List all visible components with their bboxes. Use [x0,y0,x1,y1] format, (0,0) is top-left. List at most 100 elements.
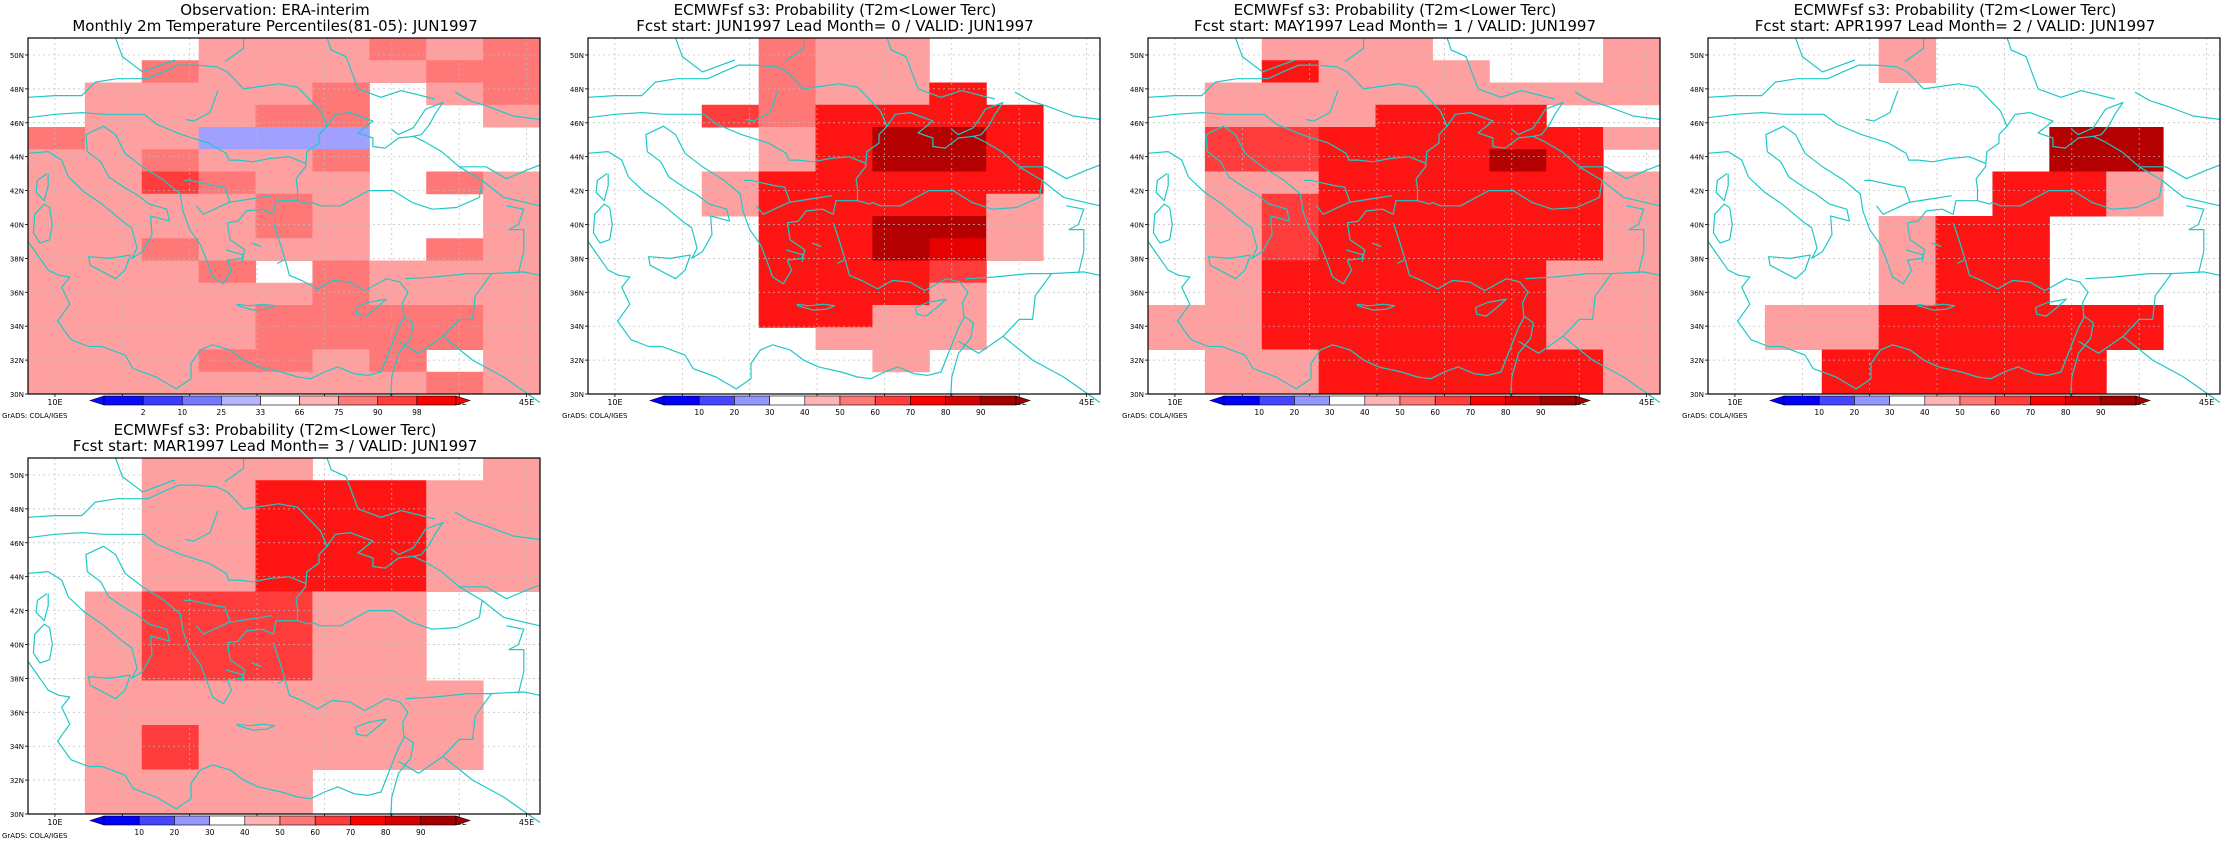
map-cell [1878,38,1937,61]
map-cell [255,547,313,570]
map-cell [255,658,313,681]
map-cell [141,327,200,350]
colorbar-swatch [1540,395,1577,406]
lat-tick-label: 42N [1130,188,1144,196]
map-cell [986,149,1044,172]
map-cell [986,104,1044,128]
map-cell [84,104,143,128]
coastline [1875,195,1952,215]
coastline [587,125,1040,285]
map-cell [1204,216,1263,239]
lat-tick-label: 46N [1690,120,1704,128]
coastline [949,337,972,403]
coastline [481,599,541,627]
map-cell [198,216,257,239]
lat-tick-label: 46N [10,120,24,128]
map-cell [483,216,541,239]
map-cell [1204,349,1263,373]
map-cell [28,149,86,172]
coastline [1938,222,2089,380]
map-cell [1546,371,1604,395]
grads-credit: GrADS: COLA/IGES [1682,412,1748,420]
coastline [1715,173,1729,202]
map-cell [758,127,817,150]
coastline [744,179,791,203]
map-cell [815,282,873,306]
map-cell [141,547,200,570]
map-cell [198,702,257,726]
map-cell [1992,305,2050,328]
panel-title-line1: ECMWFsf s3: Probability (T2m<Lower Terc) [113,421,437,439]
colorbar-swatch [1294,395,1330,406]
colorbar-swatch [181,395,222,406]
map-cell [483,305,541,328]
map-cell [255,791,313,815]
lat-tick-label: 50N [1130,52,1144,60]
map-cell [815,104,873,128]
map-cell [1489,282,1547,306]
map-cell [1935,327,1993,350]
colorbar-swatch [2065,395,2102,406]
map-cell [1204,127,1263,150]
coastline [1905,249,1925,262]
map-cell [198,725,257,748]
map-cell [369,725,427,748]
map-panel-m0: ECMWFsf s3: Probability (T2m<Lower Terc)… [560,0,1110,420]
map-cell [1432,149,1490,172]
coastline [1916,303,1956,311]
coastline [587,111,866,164]
map-cell [84,327,143,350]
map-cell [483,260,541,284]
map-cell [1261,104,1320,128]
map-cell [1992,282,2050,306]
map-cell [758,282,817,306]
coastline [277,259,285,265]
coastline [1147,125,1600,285]
map-cell [1546,260,1604,284]
map-cell [84,725,143,748]
map-cell [198,769,257,793]
map-cell [815,193,873,217]
map-cell [255,591,313,615]
colorbar-label: 40 [800,408,810,417]
map-cell [929,327,987,350]
map-cell [198,238,257,261]
map-cell [1261,305,1320,328]
map-cell [84,680,143,704]
map-cell [1261,238,1320,261]
coastline [1446,37,1556,100]
lat-tick-label: 30N [10,811,24,819]
map-cell [1878,260,1937,284]
map-cell [1821,349,1880,373]
map-cell [369,524,427,548]
lat-tick-label: 30N [1130,391,1144,399]
map-plot: 10E15E20E25E30E35E40E45E50N48N46N44N42N4… [570,37,1101,407]
map-cell [426,747,484,770]
map-cell [1148,327,1206,350]
map-cell [1603,60,1661,83]
lat-tick-label: 40N [570,221,584,229]
coastline [1707,241,1939,390]
coastline [1864,179,1911,203]
coastline [391,101,444,137]
colorbar-label: 40 [1360,408,1370,417]
map-cell [1261,216,1320,239]
colorbar-label: 90 [2096,408,2106,417]
coastline [27,661,259,810]
map-cell [986,171,1044,195]
coastline [1767,254,1811,280]
lat-tick-label: 34N [10,323,24,331]
map-cell [255,680,313,704]
map-cell [1204,327,1263,350]
map-cell [872,327,930,350]
map-cell [2106,127,2164,150]
map-cell [1878,349,1937,373]
colorbar-label: 30 [1325,408,1335,417]
colorbar-label: 90 [373,408,383,417]
map-cell [1603,282,1661,306]
map-cell [84,171,143,195]
map-cell [312,547,370,570]
coastline [855,111,1043,201]
map-cell [2106,305,2164,328]
map-cell [312,327,370,350]
